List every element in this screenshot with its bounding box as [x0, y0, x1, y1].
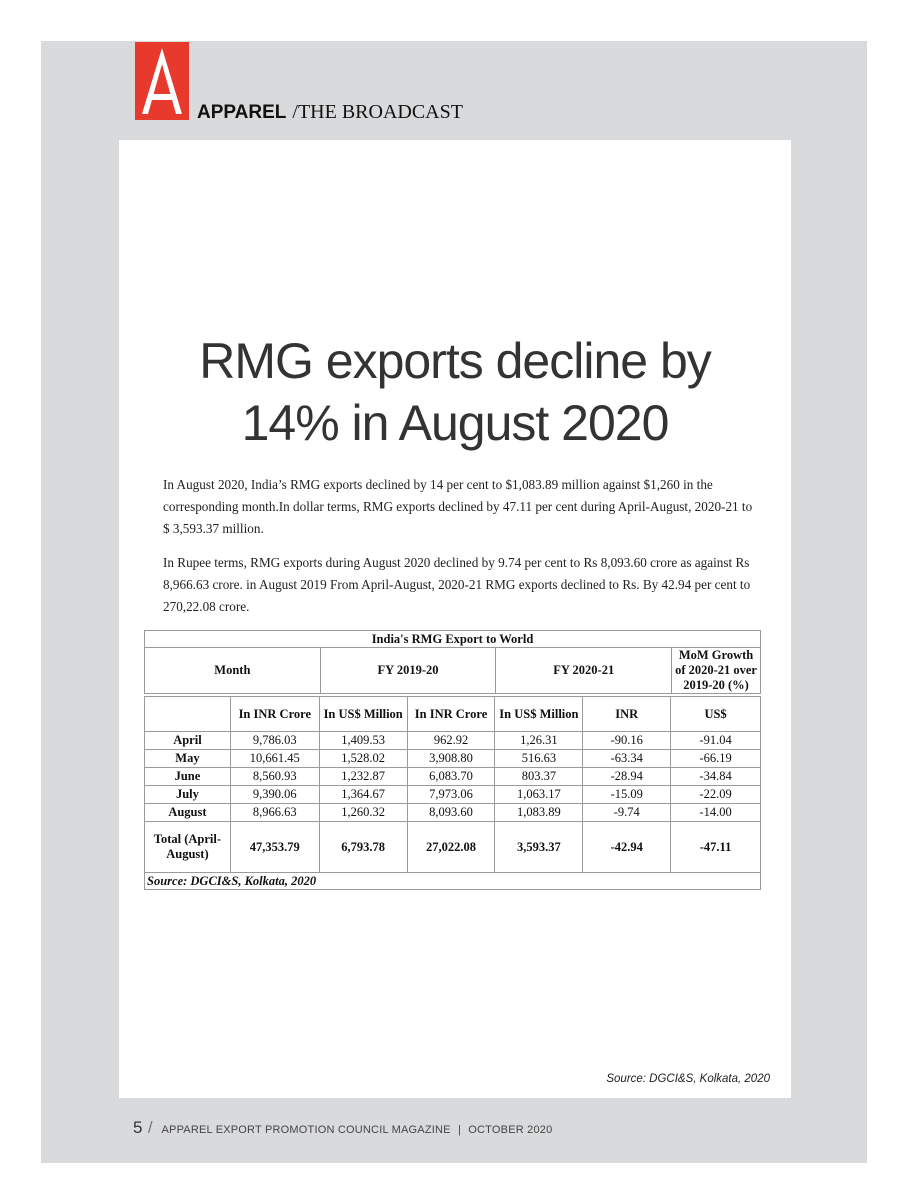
issue-date: OCTOBER 2020: [468, 1124, 553, 1136]
cell: 9,786.03: [229, 731, 320, 750]
fy1-header: FY 2019-20: [319, 647, 497, 694]
article-card: [119, 140, 791, 1098]
cell: 6,793.78: [318, 821, 408, 873]
row-month: August: [144, 803, 231, 822]
cell: -15.09: [582, 785, 672, 804]
cell: 1,364.67: [318, 785, 408, 804]
subheader-blank: [144, 696, 231, 732]
table-row: August 8,966.63 1,260.32 8,093.60 1,083.…: [144, 803, 761, 822]
row-month: April: [144, 731, 231, 750]
subheader-usd-million-2: In US$ Million: [494, 696, 584, 732]
table-source: Source: DGCI&S, Kolkata, 2020: [144, 872, 761, 890]
headline-line-2: 14% in August 2020: [241, 395, 670, 451]
cell: 8,966.63: [229, 803, 320, 822]
cell: -90.16: [582, 731, 672, 750]
paragraph-2: In Rupee terms, RMG exports during Augus…: [163, 555, 751, 614]
cell: 1,083.89: [494, 803, 584, 822]
cell: 1,528.02: [318, 749, 408, 768]
footer-slash: /: [147, 1118, 153, 1137]
cell: -22.09: [670, 785, 761, 804]
headline: RMG exports decline by 14% in August 202…: [119, 330, 791, 454]
table-row: April 9,786.03 1,409.53 962.92 1,26.31 -…: [144, 731, 761, 750]
cell: 3,908.80: [406, 749, 496, 768]
row-month: May: [144, 749, 231, 768]
cell: -28.94: [582, 767, 672, 786]
subheader-inr: INR: [582, 696, 672, 732]
brand-section: /THE BROADCAST: [292, 101, 463, 123]
table-row: July 9,390.06 1,364.67 7,973.06 1,063.17…: [144, 785, 761, 804]
table-caption: India's RMG Export to World: [144, 630, 761, 648]
total-label: Total (April-August): [144, 821, 231, 873]
cell: 1,260.32: [318, 803, 408, 822]
cell: 7,973.06: [406, 785, 496, 804]
month-header: Month: [144, 647, 321, 694]
cell: 516.63: [494, 749, 584, 768]
fy2-header: FY 2020-21: [495, 647, 673, 694]
page-number: 5: [133, 1118, 143, 1137]
cell: -14.00: [670, 803, 761, 822]
cell: -34.84: [670, 767, 761, 786]
cell: 8,560.93: [229, 767, 320, 786]
subheader-usd-million-1: In US$ Million: [318, 696, 408, 732]
cell: -42.94: [582, 821, 672, 873]
cell: -47.11: [670, 821, 761, 873]
table-row: June 8,560.93 1,232.87 6,083.70 803.37 -…: [144, 767, 761, 786]
row-month: June: [144, 767, 231, 786]
table-row: May 10,661.45 1,528.02 3,908.80 516.63 -…: [144, 749, 761, 768]
brand-name: APPAREL: [197, 102, 287, 123]
cell: 6,083.70: [406, 767, 496, 786]
cell: -66.19: [670, 749, 761, 768]
cell: 1,232.87: [318, 767, 408, 786]
cell: 1,26.31: [494, 731, 584, 750]
cell: 962.92: [406, 731, 496, 750]
row-month: July: [144, 785, 231, 804]
subheader-usd: US$: [670, 696, 761, 732]
growth-header: MoM Growth of 2020-21 over 2019-20 (%): [671, 647, 761, 694]
cell: 27,022.08: [406, 821, 496, 873]
table-row-total: Total (April-August) 47,353.79 6,793.78 …: [144, 821, 761, 873]
cell: 1,063.17: [494, 785, 584, 804]
cell: 47,353.79: [229, 821, 320, 873]
cell: -91.04: [670, 731, 761, 750]
card-source: Source: DGCI&S, Kolkata, 2020: [606, 1073, 770, 1085]
cell: -9.74: [582, 803, 672, 822]
cell: 803.37: [494, 767, 584, 786]
magazine-name: APPAREL EXPORT PROMOTION COUNCIL MAGAZIN…: [161, 1124, 451, 1136]
cell: 9,390.06: [229, 785, 320, 804]
cell: 10,661.45: [229, 749, 320, 768]
apparel-logo-icon: [135, 42, 189, 120]
subheader-inr-crore-1: In INR Crore: [229, 696, 320, 732]
cell: 8,093.60: [406, 803, 496, 822]
paragraph-1: In August 2020, India’s RMG exports decl…: [163, 477, 753, 536]
export-table: India's RMG Export to World Month FY 201…: [144, 630, 761, 890]
footer-divider: |: [457, 1124, 462, 1136]
cell: 3,593.37: [494, 821, 584, 873]
page-footer: 5 / APPAREL EXPORT PROMOTION COUNCIL MAG…: [133, 1118, 552, 1138]
cell: -63.34: [582, 749, 672, 768]
cell: 1,409.53: [318, 731, 408, 750]
headline-line-1: RMG exports decline by: [199, 333, 712, 389]
brand-header: APPAREL/THE BROADCAST: [197, 101, 463, 124]
subheader-inr-crore-2: In INR Crore: [406, 696, 496, 732]
